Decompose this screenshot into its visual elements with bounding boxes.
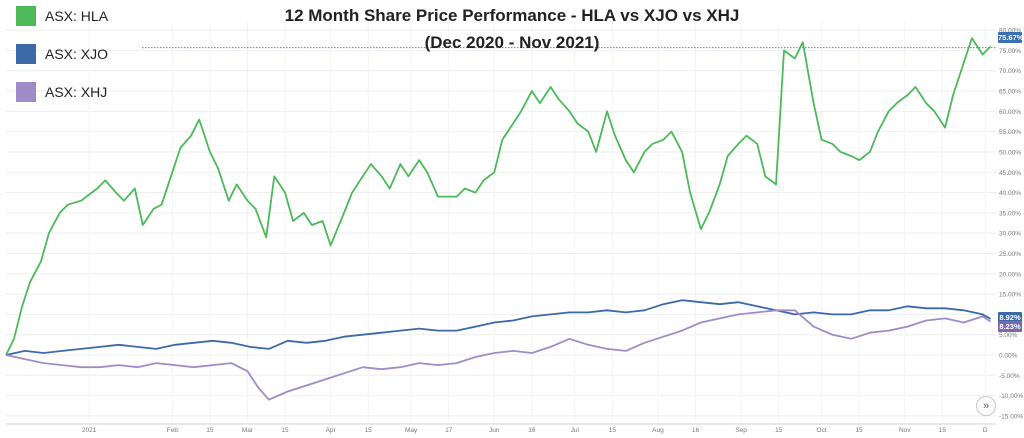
x-tick-label: 16	[692, 427, 700, 434]
x-tick-label: 15	[281, 427, 289, 434]
y-tick-label: 70.00%	[999, 68, 1021, 75]
y-tick-label: 40.00%	[999, 190, 1021, 197]
end-value-badge-hla: 75.67%	[998, 32, 1024, 43]
y-tick-label: 55.00%	[999, 129, 1021, 136]
y-tick-label: 80.00%	[999, 28, 1021, 35]
chart-series	[5, 37, 992, 401]
x-axis: 2021 Feb 15 Mar 15 Apr 15 May 17 Jun 16 Jul 15 Aug 16 S…	[6, 423, 996, 434]
end-value-badge-xjo: 8.92%	[998, 312, 1022, 323]
legend-swatch-xhj	[16, 82, 36, 102]
y-tick-label: 50.00%	[999, 149, 1021, 156]
x-tick-label: May	[405, 427, 418, 434]
x-tick-label: Mar	[242, 427, 254, 434]
legend-label-xjo: ASX: XJO	[45, 46, 109, 62]
y-tick-label: 30.00%	[999, 231, 1021, 238]
y-tick-label: 5.00%	[999, 332, 1018, 339]
legend-label-hla: ASX: HLA	[45, 8, 109, 24]
legend-label-xhj: ASX: XHJ	[45, 84, 108, 100]
legend-item-xhj[interactable]: ASX: XHJ	[16, 82, 108, 102]
legend-swatch-xjo	[16, 44, 36, 64]
x-tick-label: 15	[365, 427, 373, 434]
x-tick-label: Feb	[167, 427, 179, 434]
y-tick-label: 20.00%	[999, 271, 1021, 278]
x-tick-label: 16	[528, 427, 536, 434]
end-value-badge-xhj: 8.23%	[998, 321, 1022, 332]
chart-subtitle: (Dec 2020 - Nov 2021)	[424, 33, 600, 52]
y-tick-label: 15.00%	[999, 292, 1021, 299]
y-tick-label: -5.00%	[999, 373, 1020, 380]
chart-grid	[6, 22, 996, 422]
series-line-xjo	[5, 299, 992, 356]
x-tick-label: D	[983, 427, 988, 434]
x-tick-label: 15	[206, 427, 214, 434]
y-tick-label: 60.00%	[999, 109, 1021, 116]
y-tick-label: 25.00%	[999, 251, 1021, 258]
x-tick-label: Oct	[817, 427, 827, 434]
x-tick-label: Nov	[899, 427, 911, 434]
series-line-hla	[5, 37, 992, 356]
x-tick-label: 15	[856, 427, 864, 434]
y-tick-label: 65.00%	[999, 89, 1021, 96]
legend: ASX: HLA ASX: XJO ASX: XHJ	[16, 6, 108, 120]
legend-item-hla[interactable]: ASX: HLA	[16, 6, 108, 26]
x-tick-label: 2021	[82, 427, 97, 434]
series-line-xhj	[5, 309, 992, 401]
y-tick-label: 75.00%	[999, 48, 1021, 55]
y-tick-label: 35.00%	[999, 210, 1021, 217]
x-tick-label: Jun	[489, 427, 500, 434]
y-tick-label: 0.00%	[999, 352, 1018, 359]
chart-title: 12 Month Share Price Performance - HLA v…	[284, 6, 740, 25]
x-tick-label: Sep	[735, 427, 747, 434]
y-tick-label: -15.00%	[999, 413, 1023, 420]
double-chevron-right-icon[interactable]: »	[976, 396, 996, 416]
y-tick-label: 45.00%	[999, 170, 1021, 177]
x-tick-label: 15	[775, 427, 783, 434]
legend-swatch-hla	[16, 6, 36, 26]
x-tick-label: 17	[445, 427, 453, 434]
x-tick-label: 15	[609, 427, 617, 434]
x-tick-label: 15	[939, 427, 947, 434]
y-tick-label: -10.00%	[999, 393, 1023, 400]
legend-item-xjo[interactable]: ASX: XJO	[16, 44, 108, 64]
y-axis: 80.00% 75.00% 70.00% 65.00% 60.00% 55.00% 50.0…	[999, 28, 1023, 421]
x-tick-label: Apr	[326, 427, 337, 434]
x-tick-label: Aug	[652, 427, 664, 434]
x-tick-label: Jul	[571, 427, 580, 434]
